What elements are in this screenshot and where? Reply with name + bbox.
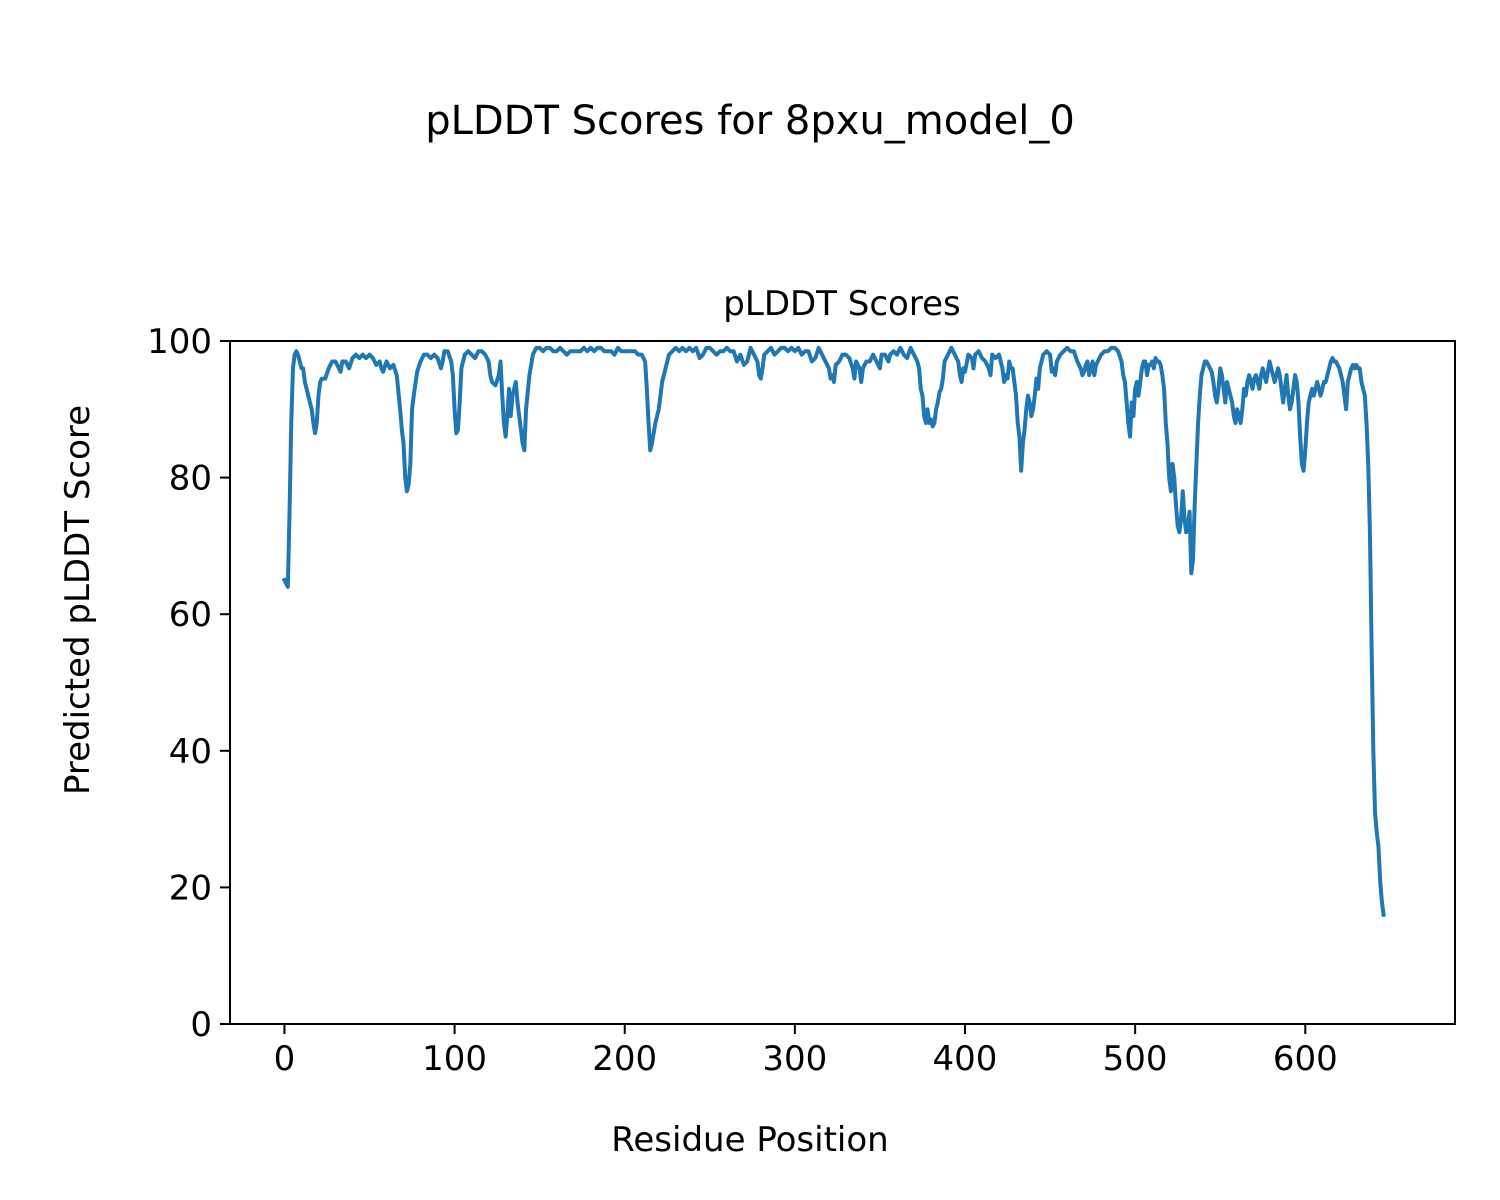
y-tick-label: 40	[169, 732, 212, 772]
x-tick-label: 200	[592, 1039, 657, 1079]
y-axis-label: Predicted pLDDT Score	[58, 405, 98, 795]
y-tick-label: 100	[147, 322, 212, 362]
x-tick-label: 400	[933, 1039, 998, 1079]
x-tick-label: 500	[1103, 1039, 1168, 1079]
x-axis-label: Residue Position	[611, 1120, 888, 1160]
ticks: 0 100 200 300 400 500 600 0 20 40 60 80 100	[147, 322, 1338, 1079]
x-tick-label: 300	[762, 1039, 827, 1079]
series-line-0	[281, 345, 1386, 917]
x-tick-label: 600	[1273, 1039, 1338, 1079]
x-tick-label: 100	[422, 1039, 487, 1079]
series-layer	[281, 345, 1386, 917]
figure-title: pLDDT Scores for 8pxu_model_0	[425, 98, 1075, 144]
plot-frame	[229, 340, 1456, 1025]
y-tick-label: 20	[169, 868, 212, 908]
y-tick-label: 60	[169, 595, 212, 635]
y-tick-label: 80	[169, 459, 212, 499]
y-tick-label: 0	[190, 1005, 212, 1045]
x-tick-label: 0	[274, 1039, 296, 1079]
chart-title: pLDDT Scores	[723, 284, 960, 324]
